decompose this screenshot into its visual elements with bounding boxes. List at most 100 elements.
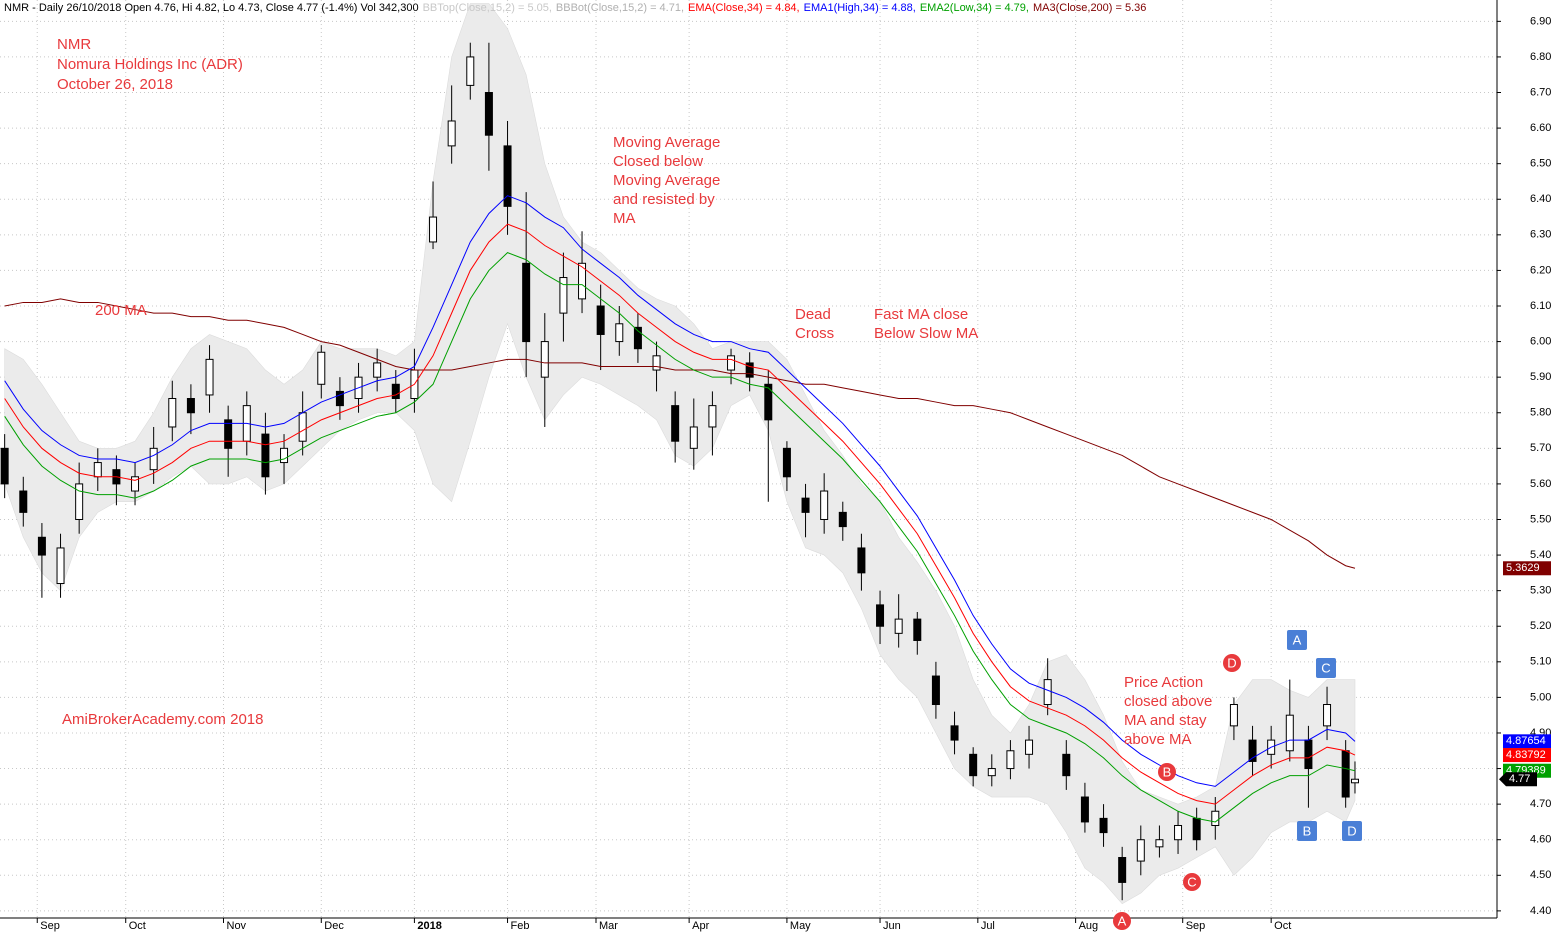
candle-body [764, 383, 773, 421]
marker-label: D [1227, 655, 1236, 670]
candle-body [708, 405, 717, 428]
indicator-line [4, 252, 1356, 823]
header: NMR - Daily 26/10/2018 Open 4.76, Hi 4.8… [4, 2, 1146, 14]
x-tick-label: Mar [599, 920, 618, 932]
candle-body [1229, 704, 1238, 727]
candle-body [131, 476, 140, 492]
annotation: MA [613, 210, 636, 227]
y-tick-label: 5.00 [1530, 691, 1551, 703]
candle-body [186, 398, 195, 414]
header-part: EMA(Close,34) = 4.84, [688, 2, 800, 14]
candle-body [820, 490, 829, 520]
annotation: Closed below [613, 153, 703, 170]
annotation: Price Action [1124, 674, 1203, 691]
candle-body [1248, 739, 1257, 762]
marker [1223, 654, 1241, 672]
header-part: BBTop(Close,15,2) = 5.05, [423, 2, 552, 14]
header-part: MA3(Close,200) = 5.36 [1033, 2, 1146, 14]
x-tick-label: Sep [40, 920, 60, 932]
candle-body [37, 536, 46, 556]
marker-label: B [1303, 823, 1312, 838]
annotation: Dead [795, 306, 831, 323]
candle-body [838, 511, 847, 528]
annotation: Below Slow MA [874, 325, 978, 342]
candle-body [1304, 739, 1313, 770]
marker-label: A [1118, 913, 1127, 928]
candle-body [1285, 714, 1294, 752]
marker [1158, 763, 1176, 781]
candle-body [280, 447, 289, 464]
y-tick-label: 6.10 [1530, 300, 1551, 312]
annotation: Moving Average [613, 134, 720, 151]
x-tick-label: Feb [511, 920, 530, 932]
x-tick-label: Oct [1274, 920, 1291, 932]
annotation: Moving Average [613, 172, 720, 189]
price-tag [1503, 734, 1551, 749]
y-tick-label: 4.50 [1530, 869, 1551, 881]
marker [1183, 873, 1201, 891]
marker [1342, 821, 1362, 841]
header-part: EMA1(High,34) = 4.88, [804, 2, 916, 14]
x-tick-label: Apr [692, 920, 709, 932]
y-tick-label: 4.40 [1530, 905, 1551, 917]
x-tick-label: 2018 [417, 920, 441, 932]
candle-body [1174, 824, 1183, 841]
annotation: 200 MA [95, 302, 147, 319]
candle-body [596, 305, 605, 335]
candle-body [1043, 679, 1052, 706]
candle-body [205, 358, 214, 396]
candle-body [149, 447, 158, 471]
annotation: Nomura Holdings Inc (ADR) [57, 56, 243, 73]
y-tick-label: 5.50 [1530, 513, 1551, 525]
y-tick-label: 5.30 [1530, 585, 1551, 597]
candle-body [1080, 796, 1089, 823]
y-tick-label: 5.10 [1530, 656, 1551, 668]
candle-body [801, 497, 810, 513]
y-tick-label: 6.60 [1530, 122, 1551, 134]
candle-body [373, 362, 382, 378]
annotation: and resisted by [613, 191, 715, 208]
price-tag-label: 4.87654 [1506, 735, 1546, 747]
candle-body [633, 326, 642, 350]
y-tick-label: 6.00 [1530, 335, 1551, 347]
annotation: Cross [795, 325, 834, 342]
y-tick-label: 6.40 [1530, 193, 1551, 205]
candle-body [950, 725, 959, 741]
annotation: Fast MA close [874, 306, 968, 323]
candle-body [1006, 750, 1015, 770]
candle-body [1192, 817, 1201, 841]
candle-body [1099, 817, 1108, 834]
header-part: NMR - Daily 26/10/2018 Open 4.76, Hi 4.8… [4, 2, 419, 14]
candle-body [224, 419, 233, 449]
candle-body [522, 262, 531, 343]
candle-body [540, 341, 549, 378]
header-part: EMA2(Low,34) = 4.79, [920, 2, 1029, 14]
candle-body [335, 390, 344, 407]
indicator-line [4, 223, 1356, 805]
candle-body [559, 277, 568, 314]
y-tick-label: 5.60 [1530, 478, 1551, 490]
price-tag [1503, 748, 1551, 763]
y-tick-label: 5.40 [1530, 549, 1551, 561]
marker-label: D [1347, 823, 1356, 838]
marker [1287, 630, 1307, 650]
y-tick-label: 5.80 [1530, 407, 1551, 419]
candle-body [93, 462, 102, 478]
marker-label: A [1293, 632, 1302, 647]
candle-body [1323, 704, 1332, 727]
y-tick-label: 6.70 [1530, 86, 1551, 98]
candle-body [298, 412, 307, 442]
y-tick-label: 6.50 [1530, 158, 1551, 170]
candle-body [0, 447, 9, 485]
x-tick-label: May [790, 920, 811, 932]
candle-body [261, 433, 270, 478]
candle-body [484, 92, 493, 136]
candle-body [913, 618, 922, 641]
candle-body [1136, 839, 1145, 862]
candle-body [727, 355, 736, 371]
x-tick-label: Jun [883, 920, 901, 932]
candle-body [466, 56, 475, 86]
marker-label: B [1163, 764, 1172, 779]
candle-body [75, 483, 84, 520]
candle-body [578, 262, 587, 300]
